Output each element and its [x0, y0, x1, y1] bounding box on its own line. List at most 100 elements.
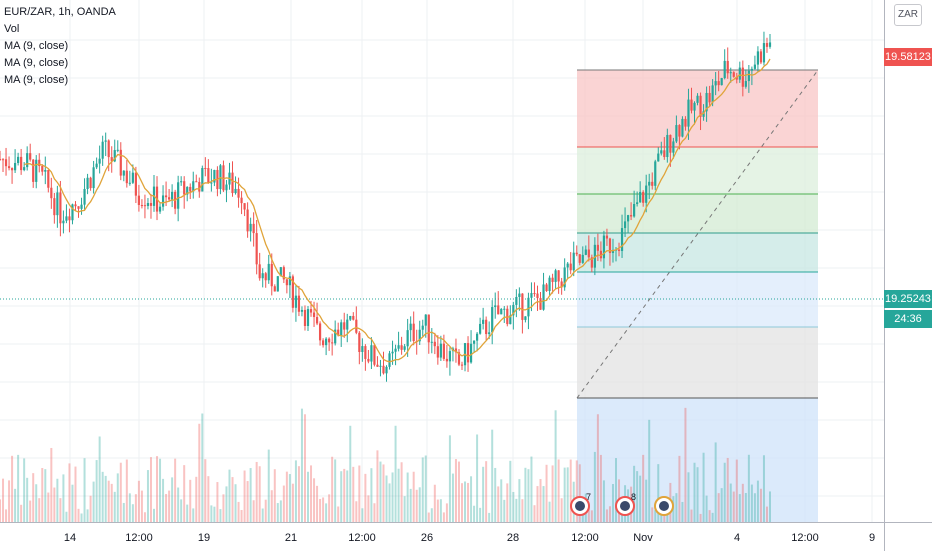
candle-body [116, 149, 119, 151]
event-marker[interactable]: 7 [570, 492, 591, 516]
volume-bar [651, 507, 654, 522]
candle-body [675, 125, 678, 142]
candle-body [681, 118, 684, 137]
candle-body [620, 228, 624, 251]
volume-bar [524, 467, 527, 522]
volume-bar [551, 465, 554, 522]
candle-body [518, 293, 521, 297]
time-axis[interactable] [0, 522, 884, 551]
candle-body [167, 197, 171, 200]
candle-body [578, 254, 581, 263]
legend-ma-3[interactable]: MA (9, close) [4, 74, 69, 86]
candle-body [672, 141, 675, 153]
candle-body [213, 169, 216, 183]
volume-bar [137, 480, 140, 522]
volume-bar [26, 477, 29, 522]
legend-ma-2[interactable]: MA (9, close) [4, 57, 69, 69]
candle-body [379, 365, 382, 367]
volume-bar [32, 473, 35, 522]
axis-corner [884, 522, 932, 551]
event-marker[interactable]: 8 [615, 492, 636, 516]
volume-bar [50, 447, 53, 522]
volume-bar [418, 487, 421, 522]
candle-body [288, 276, 291, 286]
volume-bar [753, 493, 756, 522]
candle-body [364, 346, 367, 359]
volume-bar [240, 509, 243, 522]
candle-body [708, 92, 711, 103]
event-count: 7 [586, 492, 591, 502]
time-label: 9 [868, 532, 876, 544]
volume-bar [2, 478, 5, 522]
candle-body [421, 325, 424, 330]
volume-bar [445, 503, 448, 522]
volume-bar [385, 475, 388, 522]
volume-bar [769, 491, 771, 522]
candle-body [551, 277, 554, 282]
volume-bar [222, 494, 225, 522]
volume-bar [303, 414, 306, 522]
candle-body [300, 309, 304, 312]
volume-bar [95, 460, 98, 522]
candle-body [702, 111, 705, 117]
volume-bar [735, 459, 738, 522]
price-scale[interactable] [884, 0, 932, 522]
candle-body [714, 81, 717, 86]
candle-body [629, 215, 633, 217]
volume-bar [479, 507, 482, 522]
candle-body [255, 233, 258, 265]
volume-bar [415, 489, 418, 522]
volume-bar [406, 472, 409, 522]
candle-body [587, 249, 590, 258]
volume-bar [83, 458, 86, 522]
candle-body [469, 343, 473, 363]
legend-ma-1[interactable]: MA (9, close) [4, 40, 69, 52]
volume-bar [204, 459, 207, 522]
candle-body [321, 340, 325, 346]
event-marker[interactable] [654, 496, 674, 516]
volume-bar [726, 457, 729, 522]
volume-bars [0, 407, 771, 522]
candle-body [44, 169, 47, 172]
volume-bar [521, 499, 524, 522]
volume-bar [530, 456, 533, 522]
volume-bar [92, 481, 95, 522]
price-tag-last: 19.25243 [884, 290, 932, 308]
legend-symbol[interactable]: EUR/ZAR, 1h, OANDA [4, 6, 116, 18]
volume-bar [593, 451, 596, 522]
candle-body [80, 204, 83, 209]
volume-bar [391, 472, 394, 522]
candle-body [524, 316, 527, 320]
candle-body [318, 323, 322, 341]
candle-body [13, 162, 17, 171]
volume-bar [687, 472, 690, 522]
candle-body [539, 298, 542, 310]
volume-bar [282, 485, 285, 522]
time-label: 26 [420, 532, 434, 544]
volume-bar [681, 501, 684, 522]
volume-bar [394, 425, 397, 522]
candle-body [1, 159, 5, 161]
candle-body [35, 159, 38, 182]
volume-bar [355, 501, 358, 522]
legend-volume[interactable]: Vol [4, 23, 20, 35]
currency-button[interactable]: ZAR [894, 4, 922, 26]
volume-bar [213, 506, 216, 522]
candle-body [225, 184, 228, 191]
volume-bar [29, 500, 32, 522]
candle-body [98, 158, 101, 164]
volume-bar [370, 468, 373, 522]
candle-body [696, 95, 699, 103]
candle-body [747, 70, 750, 82]
candle-body [388, 353, 391, 367]
volume-bar [461, 483, 463, 522]
volume-bar [77, 508, 80, 522]
candle-body [110, 157, 113, 162]
volume-bar [143, 512, 146, 522]
candle-body [699, 95, 702, 117]
volume-bar [476, 434, 479, 522]
candle-body [291, 276, 295, 308]
volume-bar [116, 473, 119, 522]
volume-bar [38, 498, 41, 522]
